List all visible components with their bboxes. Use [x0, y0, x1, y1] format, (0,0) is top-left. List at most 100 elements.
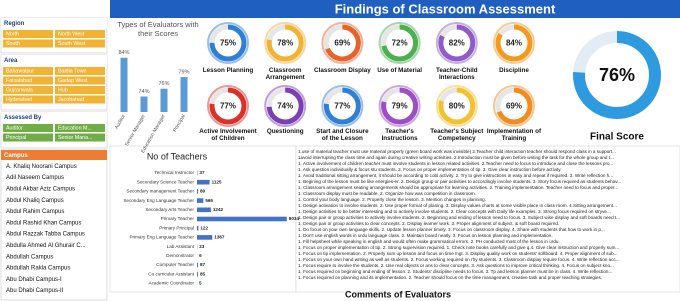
- slicer-item[interactable]: [55, 39, 105, 48]
- donut-arc: [495, 87, 533, 125]
- donut-arc: [323, 87, 361, 125]
- slicer-item[interactable]: [55, 124, 105, 132]
- comment-line: 1. Focus on proper implementation of tip…: [298, 245, 619, 250]
- donut-rim: [435, 85, 478, 127]
- bar: [180, 77, 188, 112]
- comment-line: 1. Design activation to involve students…: [298, 203, 617, 208]
- slicer-title: Campus: [4, 153, 28, 159]
- slicer-item[interactable]: [3, 241, 105, 250]
- comments-title: Comments of Evaluators: [345, 289, 451, 299]
- bar: [197, 207, 211, 213]
- slicer-item[interactable]: [55, 76, 105, 85]
- donut-rim: [493, 85, 535, 127]
- donut-label: Classroom Display: [314, 67, 371, 74]
- slicer-item[interactable]: [3, 286, 105, 295]
- slicer-item[interactable]: [3, 218, 105, 227]
- chart-title: No of Teachers: [147, 151, 208, 161]
- comment-line: 1. Control your body language. 2. Proper…: [298, 197, 486, 202]
- slicer-item[interactable]: [3, 86, 53, 94]
- slicer-item[interactable]: [55, 67, 105, 75]
- donut-arc: [495, 24, 533, 62]
- comment-line: 1. Focus require to involve the students…: [298, 263, 614, 268]
- slicer-item[interactable]: [3, 162, 105, 170]
- comment-line: 1. Ask question individually & focus stu…: [298, 167, 561, 172]
- donut-value: 75%: [220, 39, 236, 48]
- slicer-item[interactable]: [3, 30, 53, 38]
- slicer-item-label: Abu Dhabi Campus-II: [6, 288, 64, 294]
- dashboard-title: Findings of Classroom Assessment: [335, 1, 556, 16]
- donut-label: Teacher's Subject Competency: [430, 128, 484, 142]
- slicer-item-label: South: [6, 41, 20, 47]
- slicer-item[interactable]: [3, 195, 105, 204]
- donut-rim: [207, 22, 249, 64]
- comment-line: 1. Classroom arrangement seating arrange…: [298, 185, 618, 190]
- slicer-item-label: Faisalabad: [6, 78, 32, 84]
- slicer-item-label: Principal: [6, 135, 26, 141]
- slicer-item[interactable]: [3, 67, 53, 75]
- slicer-item[interactable]: [3, 263, 105, 272]
- comment-line: 1.use of material teacher must use mater…: [298, 149, 616, 154]
- slicer-item[interactable]: [3, 133, 53, 142]
- comment-line: 1. Active involvement of children teache…: [298, 161, 613, 166]
- slicer-item[interactable]: [3, 39, 53, 48]
- slicer-item-label: Hub: [58, 88, 68, 94]
- slicer-item[interactable]: [55, 133, 105, 142]
- slicer-item-label: Baldia Town: [58, 69, 87, 75]
- slicer-item-label: Jacobabad: [58, 97, 84, 103]
- slicer-item-label: Abdul Razzak Tabba Campus: [6, 232, 85, 238]
- panel: [295, 145, 680, 293]
- value-label: 1367: [214, 235, 225, 240]
- slicer-title: Area: [4, 58, 18, 64]
- donut-value: 69%: [334, 39, 350, 48]
- slicer-item-label: Abdul Rahim Campus: [6, 209, 64, 215]
- slicer-item-label: Auditor: [6, 126, 23, 132]
- donut-label: Start and Closure of the Lesson: [316, 128, 369, 142]
- donut-arc: [209, 87, 247, 125]
- donut-arc: [381, 24, 419, 62]
- slicer-item[interactable]: [3, 252, 105, 261]
- value-label: 87: [200, 262, 206, 267]
- bar: [140, 96, 148, 112]
- gauge-title: Final Score: [590, 132, 644, 143]
- comments: 1.use of material teacher must use mater…: [298, 149, 621, 280]
- y-tick-label: Secondary management Teacher: [126, 189, 194, 194]
- slicer-item-label: Adil Naseem Campus: [6, 175, 64, 181]
- value-label: 85: [200, 271, 206, 276]
- slicer-item[interactable]: [55, 95, 105, 104]
- slicer-item[interactable]: [3, 124, 53, 132]
- slicer-item-label: South West: [58, 41, 86, 47]
- comment-line: 1. Avoid traditional sitting arrangement…: [298, 173, 613, 178]
- slicer-item-label: Senior Mana...: [58, 135, 92, 141]
- donut-value: 72%: [392, 39, 408, 48]
- slicer-item[interactable]: [3, 95, 53, 104]
- slicer-item[interactable]: [3, 76, 53, 85]
- slicer-item[interactable]: [3, 207, 105, 216]
- slicer-item-label: Abdullah Rakla Campus: [6, 266, 70, 272]
- slicer-item[interactable]: [55, 30, 105, 38]
- donut-label: Classroom Arrangement: [265, 67, 305, 81]
- y-tick-label: Demonstrator: [166, 253, 194, 258]
- slicer-item-label: Abu Dhabi Campus-I: [6, 277, 62, 283]
- donut-rim: [207, 85, 249, 127]
- y-tick-label: Lab Assistant: [167, 244, 195, 249]
- slicer-item[interactable]: [3, 173, 105, 182]
- slicer-item[interactable]: [3, 275, 105, 283]
- donut-value: 79%: [392, 102, 408, 111]
- y-tick-label: Primary Principal: [159, 225, 194, 230]
- donut-value: 74%: [277, 102, 293, 111]
- donut-arc: [438, 24, 476, 62]
- slicer-item[interactable]: [3, 184, 105, 193]
- bar: [197, 271, 198, 277]
- comment-line: 1. Focus required on planning and its im…: [298, 275, 602, 280]
- slicer-item[interactable]: [55, 86, 105, 94]
- gauge-arc: [573, 31, 661, 119]
- donut-label: Lesson Planning: [202, 67, 254, 74]
- slicer-item-label: Education M...: [58, 126, 92, 132]
- slicer-header: [1, 112, 107, 122]
- donut-arc: [266, 24, 304, 62]
- slicer-item[interactable]: [3, 229, 105, 238]
- y-tick-label: Primary Teacher: [161, 216, 195, 221]
- comment-line: 1. Focus on tip implementation. 2. Prope…: [298, 251, 618, 256]
- bar: [197, 189, 198, 194]
- slicer-header: [1, 55, 107, 65]
